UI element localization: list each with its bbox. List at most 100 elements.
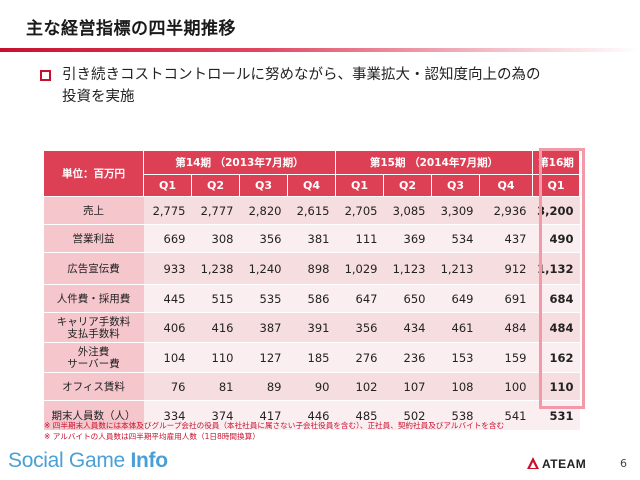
- table-cell: 502: [383, 400, 432, 431]
- table-cell: 381: [287, 224, 336, 253]
- table-cell-latest: 490: [532, 224, 580, 253]
- table-cell: 912: [479, 252, 533, 285]
- company-name: ATEAM: [542, 457, 587, 471]
- table-cell: 647: [335, 284, 384, 313]
- table-cell: 541: [479, 400, 533, 431]
- table-cell: 369: [383, 224, 432, 253]
- table-cell: 534: [431, 224, 480, 253]
- table-cell: 1,029: [335, 252, 384, 285]
- table-cell: 2,936: [479, 196, 533, 225]
- table-cell: 391: [287, 312, 336, 343]
- row-label: 期末人員数（人）: [43, 400, 144, 431]
- kpi-table-container: 単位：百万円 第14期 （2013年7月期） 第15期 （2014年7月期） 第…: [43, 150, 580, 431]
- title-underline: [0, 48, 640, 52]
- table-row-personnel: 人件費・採用費 445 515 535 586 647 650 649 691 …: [43, 284, 580, 313]
- table-cell: 356: [335, 312, 384, 343]
- bullet-line-2: 投資を実施: [62, 89, 135, 105]
- table-cell-latest: 110: [532, 372, 580, 401]
- period-header-15: 第15期 （2014年7月期）: [335, 150, 533, 175]
- table-cell: 3,309: [431, 196, 480, 225]
- table-cell: 89: [239, 372, 288, 401]
- table-row-advertising: 広告宣伝費 933 1,238 1,240 898 1,029 1,123 1,…: [43, 252, 580, 285]
- table-cell: 461: [431, 312, 480, 343]
- bullet-line-1: 引き続きコストコントロールに努めながら、事業拡大・認知度向上の為の: [62, 67, 541, 83]
- table-cell-latest: 1,132: [532, 252, 580, 285]
- table-cell: 417: [239, 400, 288, 431]
- row-label: 売上: [43, 196, 144, 225]
- table-cell: 108: [431, 372, 480, 401]
- quarter-header: Q2: [383, 174, 432, 197]
- table-cell: 1,238: [191, 252, 240, 285]
- quarter-header: Q1: [532, 174, 580, 197]
- table-cell: 76: [143, 372, 192, 401]
- table-cell: 538: [431, 400, 480, 431]
- quarter-header: Q1: [143, 174, 192, 197]
- table-cell: 416: [191, 312, 240, 343]
- slide-title: 主な経営指標の四半期推移: [26, 19, 236, 39]
- table-cell: 276: [335, 342, 384, 373]
- table-cell-latest: 484: [532, 312, 580, 343]
- table-cell: 535: [239, 284, 288, 313]
- unit-header: 単位：百万円: [43, 150, 144, 197]
- table-cell: 515: [191, 284, 240, 313]
- table-cell: 669: [143, 224, 192, 253]
- quarter-header: Q2: [191, 174, 240, 197]
- table-cell: 236: [383, 342, 432, 373]
- table-cell: 406: [143, 312, 192, 343]
- table-cell: 650: [383, 284, 432, 313]
- table-cell: 127: [239, 342, 288, 373]
- table-cell: 356: [239, 224, 288, 253]
- row-label-line-1: 外注費: [77, 345, 110, 358]
- table-cell: 387: [239, 312, 288, 343]
- table-cell: 2,820: [239, 196, 288, 225]
- quarter-header: Q3: [431, 174, 480, 197]
- table-cell: 445: [143, 284, 192, 313]
- footnote-2: ※ アルバイトの人員数は四半期平均雇用人数（1日8時間換算）: [44, 432, 260, 441]
- table-cell: 153: [431, 342, 480, 373]
- table-cell: 334: [143, 400, 192, 431]
- brand-bold: Info: [130, 449, 168, 472]
- table-cell: 111: [335, 224, 384, 253]
- table-cell: 898: [287, 252, 336, 285]
- social-game-info-logo: Social Game Info: [8, 449, 168, 473]
- page-number: 6: [620, 457, 627, 470]
- table-cell: 1,240: [239, 252, 288, 285]
- table-cell: 308: [191, 224, 240, 253]
- table-cell: 104: [143, 342, 192, 373]
- table-cell: 185: [287, 342, 336, 373]
- ateam-logo-icon: [527, 457, 539, 469]
- table-cell: 1,123: [383, 252, 432, 285]
- table-cell: 3,085: [383, 196, 432, 225]
- table-row-carrier-fees: キャリア手数料 支払手数料 406 416 387 391 356 434 46…: [43, 312, 580, 343]
- row-label-line-2: 支払手数料: [67, 327, 120, 340]
- quarter-header: Q1: [335, 174, 384, 197]
- table-cell-latest: 531: [532, 400, 580, 431]
- kpi-table: 単位：百万円 第14期 （2013年7月期） 第15期 （2014年7月期） 第…: [43, 150, 580, 431]
- table-cell: 485: [335, 400, 384, 431]
- period-header-16: 第16期: [532, 150, 580, 175]
- table-cell: 81: [191, 372, 240, 401]
- quarter-header: Q4: [287, 174, 336, 197]
- row-label: 外注費 サーバー費: [43, 342, 144, 373]
- table-cell: 586: [287, 284, 336, 313]
- row-label: 人件費・採用費: [43, 284, 144, 313]
- table-cell: 437: [479, 224, 533, 253]
- table-cell: 159: [479, 342, 533, 373]
- table-row-headcount: 期末人員数（人） 334 374 417 446 485 502 538 541…: [43, 400, 580, 431]
- table-cell: 649: [431, 284, 480, 313]
- table-cell: 110: [191, 342, 240, 373]
- row-label: 広告宣伝費: [43, 252, 144, 285]
- table-cell: 2,777: [191, 196, 240, 225]
- quarter-header: Q4: [479, 174, 533, 197]
- row-label-line-1: キャリア手数料: [56, 315, 131, 328]
- period-header-14: 第14期 （2013年7月期）: [143, 150, 336, 175]
- table-cell: 90: [287, 372, 336, 401]
- table-cell: 374: [191, 400, 240, 431]
- table-cell: 1,213: [431, 252, 480, 285]
- table-cell: 2,775: [143, 196, 192, 225]
- square-bullet-icon: [40, 70, 51, 81]
- table-cell: 107: [383, 372, 432, 401]
- table-cell: 100: [479, 372, 533, 401]
- row-label: キャリア手数料 支払手数料: [43, 312, 144, 343]
- table-row-outsourcing: 外注費 サーバー費 104 110 127 185 276 236 153 15…: [43, 342, 580, 373]
